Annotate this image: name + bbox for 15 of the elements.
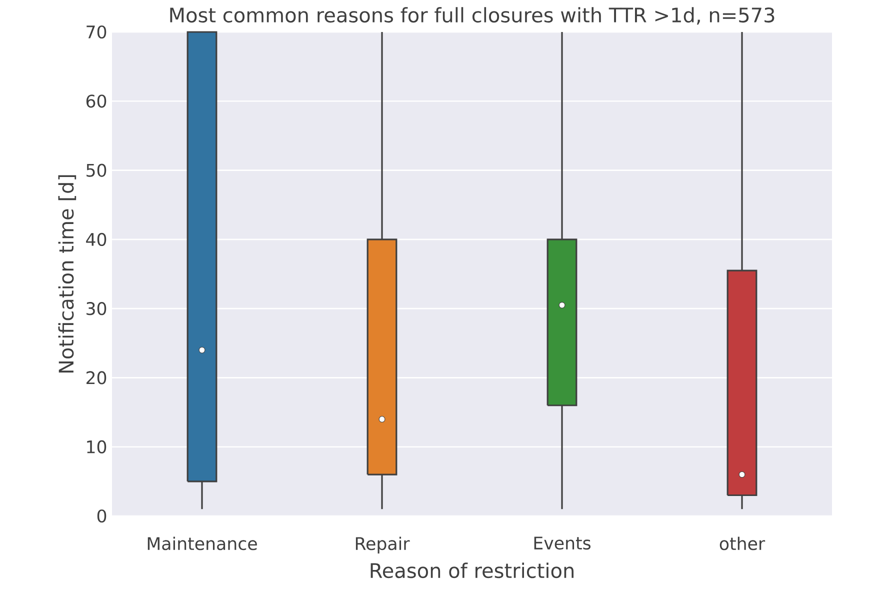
x-axis-title: Reason of restriction [370,562,574,578]
y-tick-label: 70 [86,25,106,39]
y-tick-label: 60 [86,94,106,108]
y-tick-label: 20 [86,371,106,384]
y-tick-label: 40 [86,232,106,246]
y-tick-label: 50 [86,164,106,177]
x-tick-label: Maintenance [148,536,257,550]
x-tick-label: Events [534,536,590,550]
y-tick-label: 0 [97,509,106,523]
chart-title: Most common reasons for full closures with TTR >1d, n=573 [170,7,774,25]
y-axis-title: Notification time [d] [58,175,76,373]
y-tick-label: 10 [87,440,106,454]
x-tick-label: Repair [356,536,410,554]
x-tick-label: other [720,536,766,550]
y-tick-label: 30 [86,302,106,316]
